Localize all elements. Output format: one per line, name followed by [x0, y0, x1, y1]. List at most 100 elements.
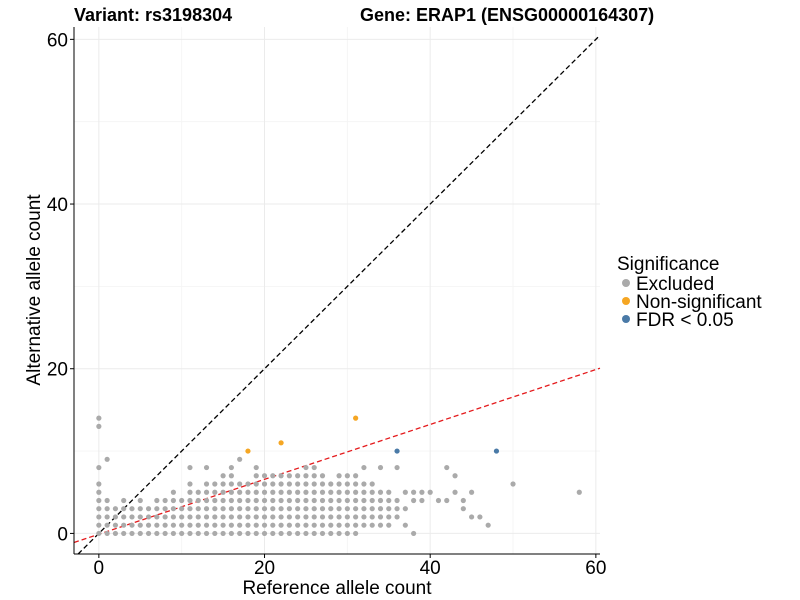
- point-excluded: [336, 497, 342, 504]
- point-excluded: [311, 464, 317, 471]
- point-excluded: [137, 514, 143, 520]
- point-excluded: [212, 514, 218, 520]
- y-tick-label: 0: [57, 524, 68, 545]
- point-excluded: [203, 497, 210, 504]
- legend-label-2: FDR < 0.05: [636, 310, 734, 331]
- point-excluded: [162, 506, 168, 512]
- point-excluded: [245, 514, 251, 520]
- point-excluded: [228, 506, 234, 512]
- point-excluded: [394, 464, 400, 471]
- point-excluded: [295, 530, 301, 537]
- point-non-significant: [278, 440, 284, 446]
- legend-label-1: Non-significant: [636, 292, 762, 313]
- point-excluded: [179, 506, 185, 512]
- point-excluded: [154, 506, 160, 512]
- point-excluded: [220, 506, 226, 512]
- point-excluded: [278, 514, 284, 520]
- point-excluded: [261, 530, 268, 537]
- point-excluded: [270, 481, 276, 487]
- point-excluded: [137, 530, 143, 537]
- point-excluded: [286, 481, 292, 487]
- point-excluded: [162, 514, 168, 520]
- point-excluded: [328, 514, 334, 520]
- point-excluded: [187, 522, 193, 528]
- point-excluded: [344, 514, 350, 520]
- point-excluded: [137, 506, 143, 512]
- point-excluded: [96, 423, 102, 429]
- point-excluded: [353, 489, 359, 495]
- point-excluded: [96, 415, 102, 421]
- point-excluded: [195, 530, 201, 537]
- point-excluded: [286, 522, 292, 528]
- point-excluded: [303, 522, 309, 528]
- point-excluded: [270, 522, 276, 528]
- point-excluded: [245, 506, 251, 512]
- point-excluded: [319, 497, 326, 504]
- point-excluded: [319, 473, 326, 479]
- point-excluded: [104, 522, 110, 528]
- point-excluded: [419, 497, 425, 504]
- legend: Significance ExcludedNon-significantFDR …: [617, 254, 762, 331]
- point-excluded: [170, 497, 177, 504]
- point-excluded: [170, 489, 177, 495]
- point-excluded: [96, 530, 102, 537]
- point-excluded: [295, 514, 301, 520]
- point-excluded: [162, 522, 168, 528]
- point-excluded: [278, 530, 284, 537]
- point-excluded: [129, 514, 135, 520]
- point-excluded: [237, 481, 243, 487]
- point-excluded: [96, 481, 102, 487]
- point-excluded: [203, 514, 210, 520]
- point-excluded: [278, 481, 284, 487]
- point-excluded: [344, 497, 350, 504]
- point-excluded: [104, 456, 110, 462]
- point-excluded: [170, 514, 177, 520]
- point-excluded: [303, 497, 309, 504]
- point-excluded: [336, 489, 342, 495]
- point-excluded: [195, 489, 201, 495]
- point-excluded: [369, 481, 375, 487]
- point-excluded: [336, 514, 342, 520]
- point-excluded: [485, 522, 491, 528]
- point-excluded: [369, 489, 375, 495]
- point-excluded: [154, 530, 160, 537]
- point-excluded: [212, 497, 218, 504]
- point-excluded: [104, 530, 110, 537]
- point-excluded: [237, 522, 243, 528]
- point-excluded: [212, 481, 218, 487]
- point-excluded: [145, 530, 152, 537]
- point-excluded: [187, 530, 193, 537]
- x-tick-label: 60: [585, 558, 606, 579]
- point-excluded: [377, 464, 384, 471]
- point-excluded: [195, 497, 201, 504]
- point-excluded: [220, 489, 226, 495]
- point-excluded: [444, 497, 450, 504]
- point-excluded: [452, 473, 458, 479]
- point-excluded: [104, 514, 110, 520]
- point-excluded: [137, 497, 143, 504]
- point-excluded: [353, 530, 359, 537]
- point-excluded: [319, 481, 326, 487]
- data-points: [96, 415, 582, 537]
- point-excluded: [212, 506, 218, 512]
- point-excluded: [319, 506, 326, 512]
- point-excluded: [369, 522, 375, 528]
- point-excluded: [402, 522, 408, 528]
- point-excluded: [96, 514, 102, 520]
- point-excluded: [286, 489, 292, 495]
- point-excluded: [137, 522, 143, 528]
- point-excluded: [460, 506, 466, 512]
- point-excluded: [336, 473, 342, 479]
- point-excluded: [319, 489, 326, 495]
- point-excluded: [261, 473, 268, 479]
- point-excluded: [170, 506, 177, 512]
- point-excluded: [220, 522, 226, 528]
- point-excluded: [228, 473, 234, 479]
- point-non-significant: [353, 415, 359, 421]
- point-excluded: [129, 522, 135, 528]
- point-excluded: [187, 464, 193, 471]
- point-excluded: [104, 497, 110, 504]
- legend-key-0: [622, 279, 630, 287]
- point-excluded: [187, 497, 193, 504]
